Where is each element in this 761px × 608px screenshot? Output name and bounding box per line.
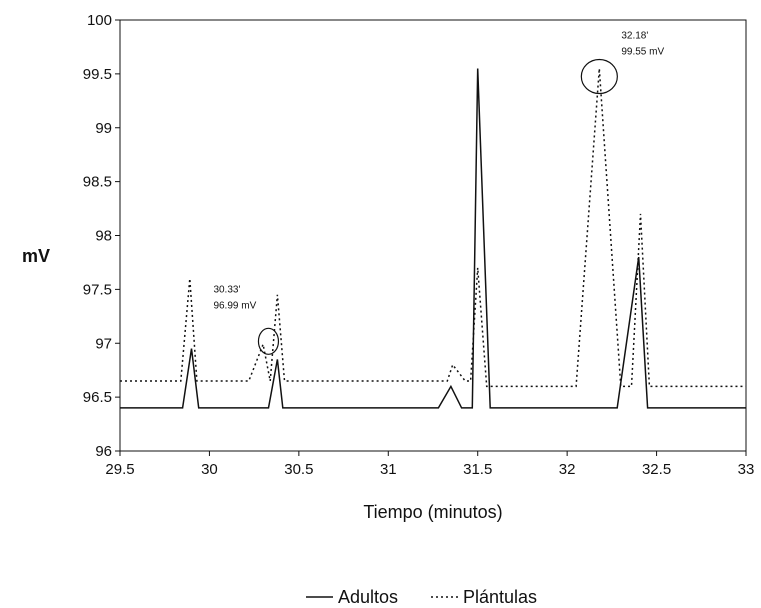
x-tick-label: 30 bbox=[201, 461, 218, 478]
y-tick-label: 99.5 bbox=[83, 66, 112, 83]
annotation-circle bbox=[257, 327, 280, 355]
x-tick-label: 32 bbox=[559, 461, 576, 478]
y-tick-label: 99 bbox=[95, 120, 112, 137]
x-axis-label: Tiempo (minutos) bbox=[363, 502, 502, 522]
y-axis: 96 96.5 97 97.5 98 98.5 99 99.5 100 bbox=[83, 12, 120, 460]
annotation-time: 30.33' bbox=[213, 284, 240, 295]
x-tick-label: 29.5 bbox=[105, 461, 134, 478]
x-tick-label: 33 bbox=[738, 461, 755, 478]
x-tick-label: 30.5 bbox=[284, 461, 313, 478]
legend: Adultos Plántulas bbox=[306, 587, 537, 607]
annotation-time: 32.18' bbox=[621, 30, 648, 41]
y-axis-label: mV bbox=[22, 246, 50, 266]
y-tick-label: 96.5 bbox=[83, 389, 112, 406]
legend-label-plantulas: Plántulas bbox=[463, 587, 537, 607]
x-tick-label: 31.5 bbox=[463, 461, 492, 478]
x-tick-label: 32.5 bbox=[642, 461, 671, 478]
y-tick-label: 98 bbox=[95, 228, 112, 245]
y-tick-label: 98.5 bbox=[83, 174, 112, 191]
series-line-adultos bbox=[120, 68, 746, 409]
annotation-circle bbox=[580, 58, 618, 95]
annotations: 30.33' 96.99 mV 32.18' 99.55 mV bbox=[213, 30, 664, 355]
annotation-value: 99.55 mV bbox=[621, 46, 664, 57]
annotation-value: 96.99 mV bbox=[213, 300, 256, 311]
y-tick-label: 97 bbox=[95, 335, 112, 352]
y-tick-label: 100 bbox=[87, 12, 112, 29]
legend-label-adultos: Adultos bbox=[338, 587, 398, 607]
x-axis: 29.5 30 30.5 31 31.5 32 32.5 33 bbox=[105, 451, 754, 478]
x-tick-label: 31 bbox=[380, 461, 397, 478]
series-layer bbox=[120, 68, 746, 409]
y-tick-label: 97.5 bbox=[83, 281, 112, 298]
y-tick-label: 96 bbox=[95, 443, 112, 460]
series-line-plantulas bbox=[120, 68, 746, 388]
